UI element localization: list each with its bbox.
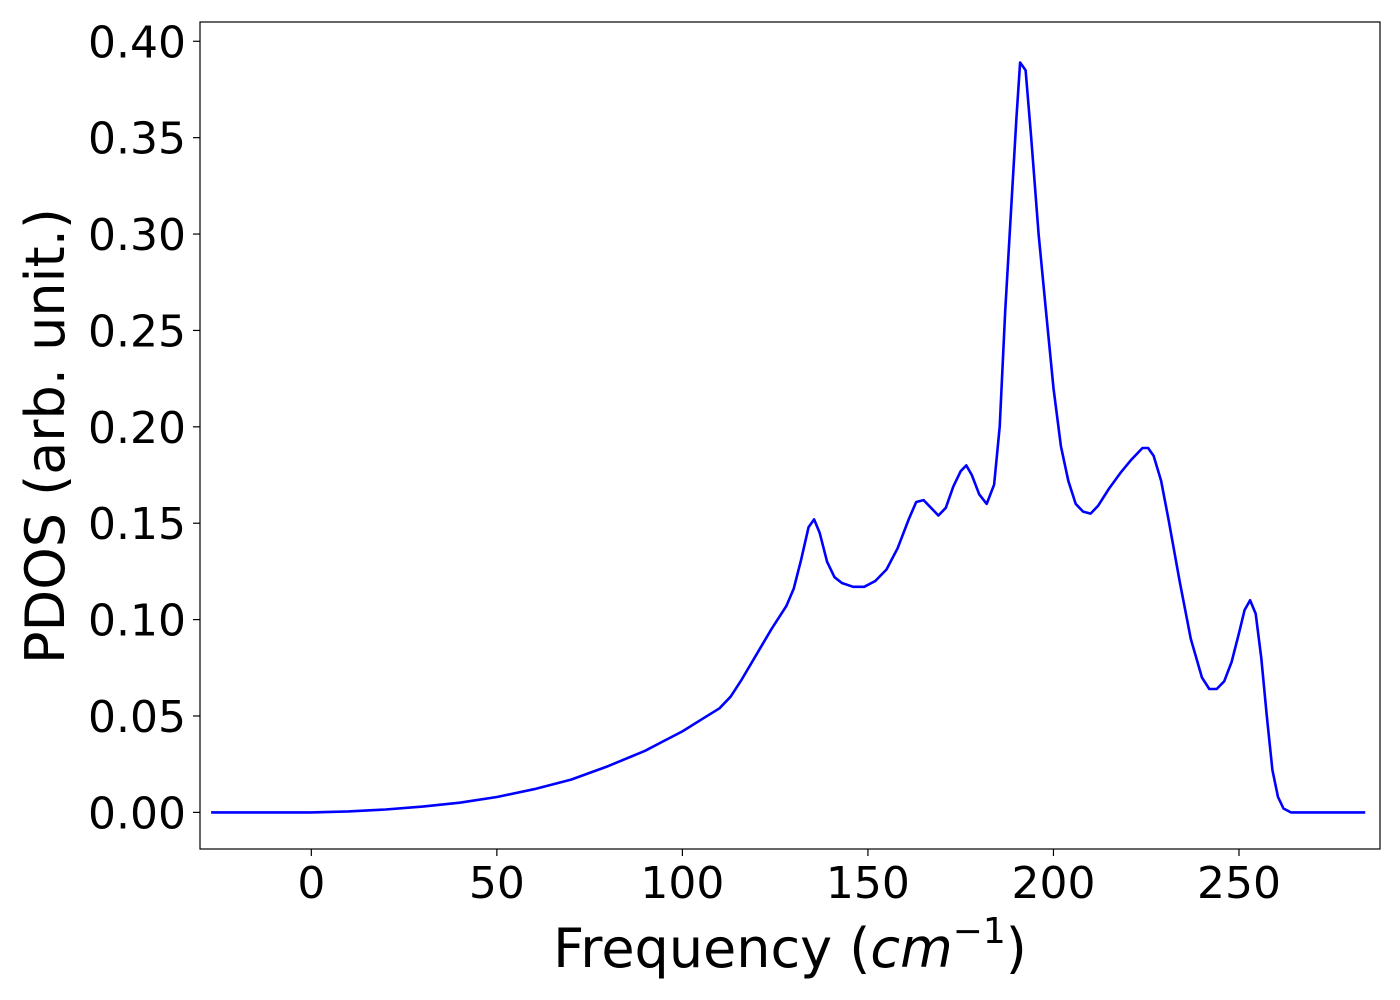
y-tick-label: 0.05 [88,692,186,743]
x-axis-title: Frequency (cm−1) [553,911,1027,980]
x-tick-label: 50 [469,858,525,909]
x-tick-label: 250 [1197,858,1281,909]
y-tick-label: 0.30 [88,210,186,261]
y-tick-label: 0.40 [88,17,186,68]
y-axis: 0.00 0.05 0.10 0.15 0.20 0.25 0.30 0.35 0.40 [88,17,200,839]
pdos-series-line [211,61,1366,814]
x-tick-label: 150 [826,858,910,909]
y-tick-label: 0.20 [88,403,186,454]
y-tick-label: 0.25 [88,306,186,357]
x-tick-label: 100 [640,858,724,909]
plot-area-frame [199,21,1381,850]
x-tick-label: 0 [297,858,325,909]
x-axis: 0 50 100 150 200 250 [297,849,1281,909]
x-tick-label: 200 [1011,858,1095,909]
y-axis-title: PDOS (arb. unit.) [14,208,77,664]
y-tick-label: 0.15 [88,499,186,550]
y-tick-label: 0.10 [88,596,186,647]
y-tick-label: 0.00 [88,788,186,839]
y-tick-label: 0.35 [88,114,186,165]
